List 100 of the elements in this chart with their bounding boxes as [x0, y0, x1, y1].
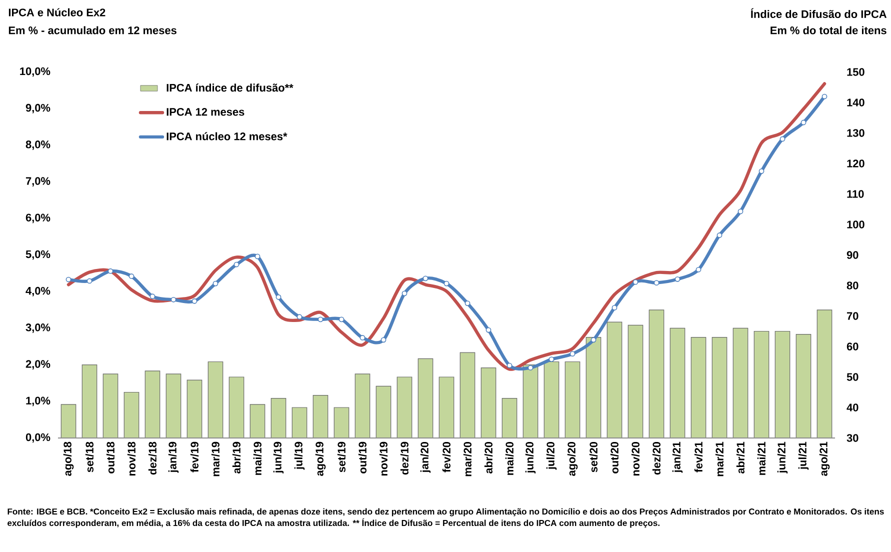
text: Índice de Difusão do IPCA — [750, 8, 887, 18]
x-tick-label: out/19 — [358, 442, 367, 474]
point — [402, 290, 408, 296]
point — [528, 365, 534, 370]
y-tick-label: 3,0% — [26, 324, 50, 333]
x-tick-label: ago/20 — [567, 442, 578, 476]
x-tick-label: mar/19 — [211, 442, 220, 476]
y2-axis-title: Em % do total de itens — [770, 26, 886, 34]
y2-tick-label: 100 — [847, 220, 864, 228]
point — [548, 356, 554, 362]
y-tick-label: 2,0% — [26, 360, 50, 370]
legend-label: IPCA 12 meses — [166, 108, 244, 116]
point — [296, 314, 302, 320]
y-tick-label: 8,0% — [26, 140, 50, 150]
point — [338, 316, 344, 322]
point — [570, 351, 576, 357]
legend-label: IPCA núcleo 12 meses* — [166, 132, 288, 140]
x-tick-label: set/20 — [589, 442, 598, 472]
legend-label: IPCA índice de difusão** — [166, 84, 294, 92]
point — [422, 276, 428, 282]
y2-tick-label: 70 — [846, 312, 858, 320]
y2-tick-label: 30 — [846, 434, 858, 442]
point — [444, 280, 450, 286]
x-tick-label: ago/18 — [63, 442, 74, 476]
point — [254, 254, 260, 260]
x-tick-label: jun/19 — [273, 442, 284, 474]
x-tick-label: abr/21 — [736, 442, 745, 474]
x-tick-label: set/19 — [337, 442, 346, 472]
y2-tick-label: 110 — [847, 190, 864, 198]
point — [66, 276, 72, 282]
point — [234, 262, 240, 268]
x-tick-label: nov/19 — [379, 442, 388, 476]
point — [192, 298, 198, 304]
x-tick-label: jul/19 — [294, 442, 305, 470]
point — [696, 266, 702, 272]
point — [612, 305, 618, 310]
x-tick-label: mai/19 — [253, 442, 262, 475]
x-tick-label: fev/20 — [442, 442, 451, 472]
x-tick-label: jan/19 — [168, 442, 179, 473]
point — [780, 136, 786, 142]
y-tick-label: 1,0% — [26, 396, 50, 406]
x-tick-label: mar/20 — [463, 442, 472, 476]
point — [506, 362, 512, 368]
x-tick-label: dez/18 — [148, 442, 157, 475]
point — [150, 294, 156, 300]
source-note: Fonte: IBGE e BCB. *Conceito Ex2 = Exclusão mais refinada, de apenas doze itens, sendo dez pertencem ao grupo Alimentação no Domicílio e dois ao dos Preços Administrados por Contrato e Monitorados. Os itens excluídos corresponderam, em média, a 16% da cesta do IPCA na amostra utilizada. ** Índice de Difusão = Percentual de itens do IPCA com aumento de preços. — [8, 508, 884, 528]
point — [738, 208, 744, 214]
x-tick-label: nov/18 — [127, 442, 136, 476]
x-tick-label: out/18 — [106, 442, 115, 474]
x-tick-label: abr/19 — [232, 442, 241, 474]
x-tick-label: abr/20 — [484, 442, 493, 474]
x-tick-label: fev/19 — [190, 442, 199, 472]
point — [464, 300, 470, 306]
y-tick-label: 7,0% — [26, 177, 50, 186]
x-tick-label: jan/20 — [420, 442, 431, 473]
point — [674, 276, 680, 282]
x-tick-label: out/20 — [610, 442, 619, 474]
x-tick-label: nov/20 — [631, 442, 640, 476]
point — [632, 279, 638, 285]
x-tick-label: mai/21 — [757, 442, 766, 475]
y2-tick-label: 90 — [846, 251, 858, 259]
point — [590, 337, 596, 343]
x-tick-label: dez/19 — [400, 442, 409, 475]
x-tick-label: jul/21 — [798, 442, 809, 470]
y2-tick-label: 130 — [847, 129, 864, 137]
point — [758, 168, 764, 174]
x-tick-label: mai/20 — [505, 442, 514, 475]
y2-tick-label: 120 — [847, 160, 864, 168]
x-tick-label: ago/19 — [315, 442, 326, 476]
point — [318, 316, 324, 322]
point — [380, 337, 386, 343]
x-tick-label: dez/20 — [652, 442, 661, 475]
x-tick-label: jun/20 — [525, 442, 536, 474]
point — [108, 268, 114, 274]
x-tick-label: fev/21 — [694, 442, 703, 472]
y2-tick-label: 50 — [846, 373, 858, 381]
y-tick-label: 10,0% — [20, 67, 50, 77]
point — [212, 280, 218, 286]
y-tick-label: 9,0% — [26, 104, 50, 114]
point — [170, 296, 176, 302]
y2-tick-label: 60 — [846, 342, 858, 350]
x-tick-label: jan/21 — [672, 442, 683, 473]
y2-tick-label: 140 — [847, 98, 864, 106]
point — [716, 232, 722, 238]
x-tick-label: set/18 — [85, 442, 94, 472]
point — [800, 120, 806, 126]
x-tick-label: ago/21 — [819, 442, 830, 476]
x-tick-label: mar/21 — [715, 442, 724, 476]
point — [360, 335, 366, 340]
y2-tick-label: 150 — [847, 68, 864, 76]
y-tick-label: 5,0% — [26, 250, 50, 260]
point — [486, 327, 492, 333]
y-tick-label: 6,0% — [26, 214, 50, 224]
y2-tick-label: 80 — [846, 282, 858, 290]
y-tick-label: 4,0% — [26, 286, 50, 296]
y2-tick-label: 40 — [846, 404, 858, 412]
point — [128, 274, 134, 279]
point — [822, 94, 828, 100]
point — [654, 280, 660, 286]
x-tick-label: jul/20 — [546, 442, 557, 470]
